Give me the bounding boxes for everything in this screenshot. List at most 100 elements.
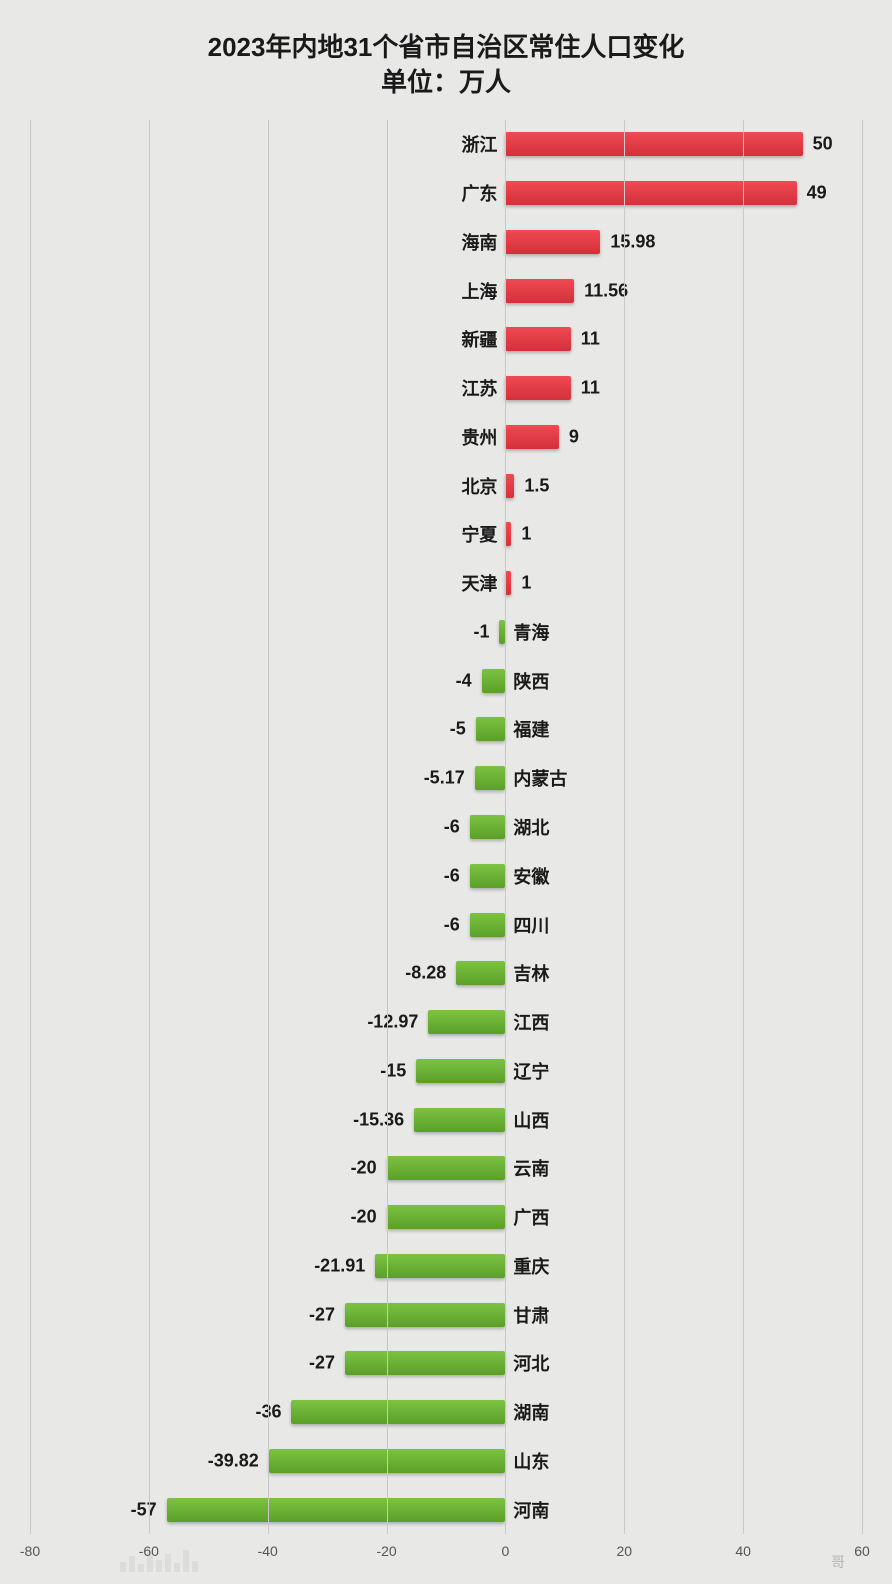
bar-positive [505,230,600,254]
gridline [862,120,863,1534]
bar-row: 新疆 11 [30,327,862,351]
bar-value-label: -5 [450,719,466,740]
bar-category-label: 吉林 [513,960,549,986]
bar-category-label: 海南 [461,229,497,255]
bar-value-label: 9 [569,426,579,447]
bar-value-label: -6 [444,817,460,838]
bar-negative [387,1156,506,1180]
gridline [30,120,31,1534]
bar-category-label: 北京 [461,473,497,499]
bar-category-label: 甘肃 [513,1302,549,1328]
bar-value-label: -8.28 [405,963,446,984]
bar-category-label: 天津 [461,570,497,596]
bar-row: 山西 -15.36 [30,1108,862,1132]
bar-row: 上海11.56 [30,279,862,303]
xtick-label: 40 [735,1543,751,1559]
bar-value-label: -20 [351,1158,377,1179]
bar-category-label: 贵州 [461,424,497,450]
watermark-text: 哥 [831,1552,846,1572]
bar-value-label: 11 [581,378,600,399]
bar-negative [482,669,506,693]
bar-value-label: -5.17 [424,768,465,789]
bar-value-label: 11 [581,329,600,350]
bar-category-label: 新疆 [461,326,497,352]
bar-value-label: -6 [444,865,460,886]
gridline [743,120,744,1534]
bar-negative [345,1303,505,1327]
watermark-bars [120,1550,198,1572]
bar-category-label: 福建 [513,716,549,742]
xtick-label: 0 [502,1543,510,1559]
bar-negative [476,717,506,741]
bar-positive [505,181,796,205]
bar-row: 云南-20 [30,1156,862,1180]
bar-value-label: 1 [521,573,531,594]
gridline [268,120,269,1534]
gridline [149,120,150,1534]
bar-row: 广东49 [30,181,862,205]
bar-row: 辽宁-15 [30,1059,862,1083]
gridline [387,120,388,1534]
bar-row: 湖北-6 [30,815,862,839]
bar-negative [291,1400,505,1424]
bar-category-label: 山西 [513,1107,549,1133]
bar-value-label: -21.91 [314,1255,365,1276]
bar-row: 内蒙古 -5.17 [30,766,862,790]
bar-category-label: 河南 [513,1497,549,1523]
bar-category-label: 陕西 [513,668,549,694]
plot-area: 浙江50广东49海南15.98上海11.56新疆11江苏11贵州9北京1.5宁夏… [30,120,862,1534]
bar-positive [505,279,574,303]
bar-category-label: 四川 [513,912,549,938]
gridline [624,120,625,1534]
bar-category-label: 湖南 [513,1399,549,1425]
bar-category-label: 内蒙古 [513,765,567,791]
bar-value-label: -27 [309,1353,335,1374]
bar-negative [375,1254,505,1278]
title-line-1: 2023年内地31个省市自治区常住人口变化 [0,30,892,65]
bar-row: 福建 -5 [30,717,862,741]
bar-positive [505,474,514,498]
bar-category-label: 宁夏 [461,521,497,547]
bar-row: 海南 15.98 [30,230,862,254]
bar-negative [470,864,506,888]
bar-row: 安徽 -6 [30,864,862,888]
bar-row: 北京1.5 [30,474,862,498]
bar-row: 甘肃-27 [30,1303,862,1327]
bar-positive [505,425,558,449]
chart-title: 2023年内地31个省市自治区常住人口变化 单位：万人 [0,30,892,100]
bars-holder: 浙江50广东49海南15.98上海11.56新疆11江苏11贵州9北京1.5宁夏… [30,120,862,1534]
bar-category-label: 山东 [513,1448,549,1474]
bar-category-label: 浙江 [461,131,497,157]
bar-value-label: 1 [521,524,531,545]
bar-positive [505,376,570,400]
bar-row: 山东 -39.82 [30,1449,862,1473]
bar-value-label: 15.98 [610,231,655,252]
bar-negative [387,1205,506,1229]
bar-value-label: 50 [813,134,833,155]
bar-row: 河南-57 [30,1498,862,1522]
bar-category-label: 青海 [513,619,549,645]
bar-negative [470,815,506,839]
bar-negative [345,1351,505,1375]
xtick-label: 20 [616,1543,632,1559]
bar-negative [475,766,506,790]
bar-value-label: -39.82 [208,1450,259,1471]
bar-negative [414,1108,505,1132]
gridline [505,120,506,1534]
xtick-label: -20 [376,1543,396,1559]
bar-row: 四川-6 [30,913,862,937]
bar-category-label: 江西 [513,1009,549,1035]
bar-positive [505,327,570,351]
bar-negative [167,1498,506,1522]
bar-value-label: -4 [456,670,472,691]
xtick-label: -80 [20,1543,40,1559]
xtick-label: 60 [854,1543,870,1559]
bar-category-label: 河北 [513,1350,549,1376]
bar-value-label: -15.36 [353,1109,404,1130]
bar-negative [416,1059,505,1083]
bar-row: 浙江 50 [30,132,862,156]
bar-category-label: 江苏 [461,375,497,401]
bar-row: 重庆-21.91 [30,1254,862,1278]
bar-value-label: -15 [380,1060,406,1081]
bar-category-label: 安徽 [513,863,549,889]
